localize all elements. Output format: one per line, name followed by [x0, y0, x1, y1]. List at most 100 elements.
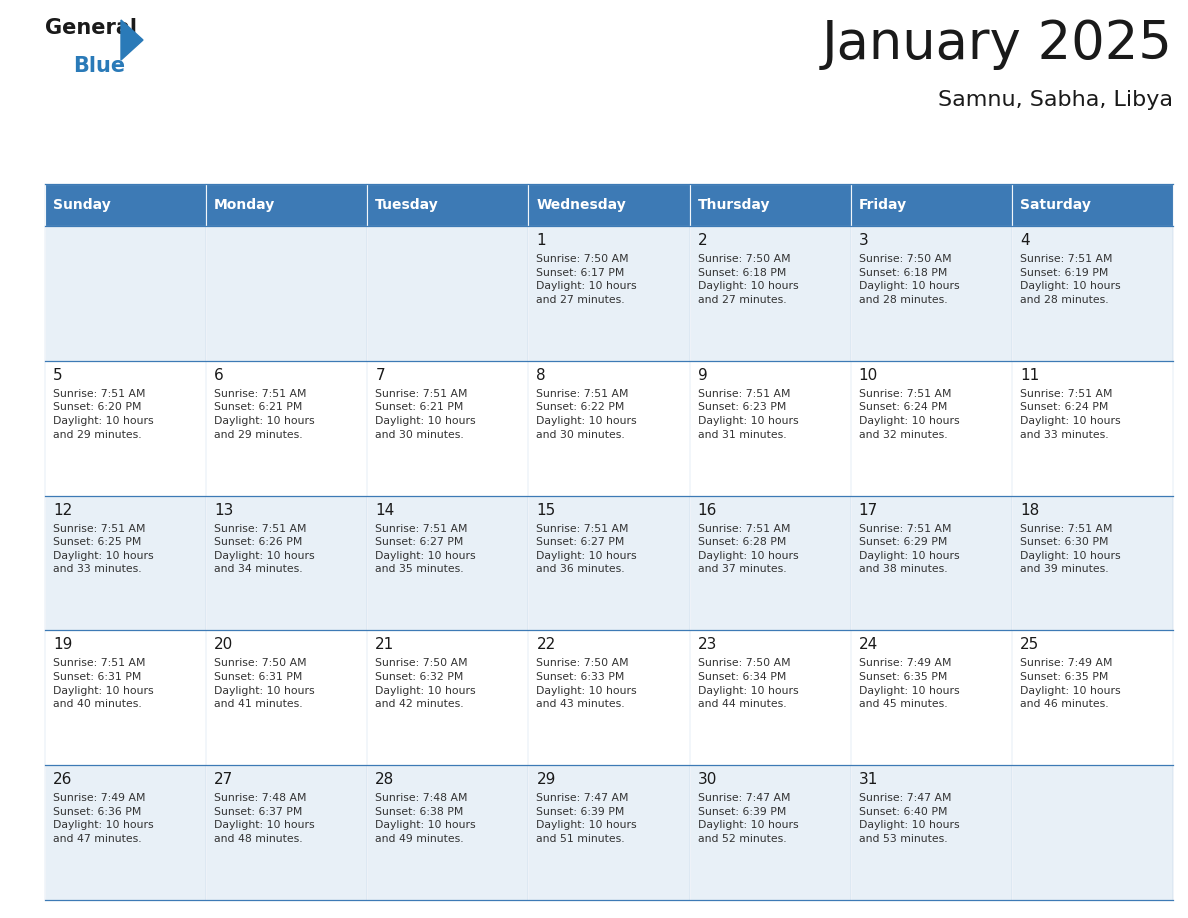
Bar [1012, 184, 1173, 226]
Bar [1012, 496, 1173, 631]
Bar [689, 184, 851, 226]
Text: Sunrise: 7:51 AM
Sunset: 6:20 PM
Daylight: 10 hours
and 29 minutes.: Sunrise: 7:51 AM Sunset: 6:20 PM Dayligh… [53, 388, 153, 440]
Text: Sunrise: 7:50 AM
Sunset: 6:18 PM
Daylight: 10 hours
and 28 minutes.: Sunrise: 7:50 AM Sunset: 6:18 PM Dayligh… [859, 254, 960, 305]
Bar [45, 226, 207, 361]
Text: General: General [45, 18, 137, 38]
Bar [45, 496, 207, 631]
Bar [529, 631, 689, 766]
Bar [367, 766, 529, 900]
Bar [529, 361, 689, 496]
Bar [689, 496, 851, 631]
Bar [851, 184, 1012, 226]
Bar [45, 184, 207, 226]
Text: Sunrise: 7:51 AM
Sunset: 6:19 PM
Daylight: 10 hours
and 28 minutes.: Sunrise: 7:51 AM Sunset: 6:19 PM Dayligh… [1019, 254, 1120, 305]
Bar [529, 496, 689, 631]
Text: 6: 6 [214, 368, 223, 383]
Text: 13: 13 [214, 502, 234, 518]
Bar [367, 631, 529, 766]
Text: Sunrise: 7:49 AM
Sunset: 6:35 PM
Daylight: 10 hours
and 45 minutes.: Sunrise: 7:49 AM Sunset: 6:35 PM Dayligh… [859, 658, 960, 710]
Bar [45, 631, 207, 766]
Text: 9: 9 [697, 368, 707, 383]
Text: Sunrise: 7:50 AM
Sunset: 6:31 PM
Daylight: 10 hours
and 41 minutes.: Sunrise: 7:50 AM Sunset: 6:31 PM Dayligh… [214, 658, 315, 710]
Text: Samnu, Sabha, Libya: Samnu, Sabha, Libya [939, 90, 1173, 110]
Text: Sunrise: 7:51 AM
Sunset: 6:21 PM
Daylight: 10 hours
and 30 minutes.: Sunrise: 7:51 AM Sunset: 6:21 PM Dayligh… [375, 388, 476, 440]
Bar [851, 631, 1012, 766]
Bar [367, 184, 529, 226]
Text: 29: 29 [537, 772, 556, 788]
Bar [207, 496, 367, 631]
Bar [689, 766, 851, 900]
Text: 11: 11 [1019, 368, 1040, 383]
Text: Sunrise: 7:51 AM
Sunset: 6:30 PM
Daylight: 10 hours
and 39 minutes.: Sunrise: 7:51 AM Sunset: 6:30 PM Dayligh… [1019, 523, 1120, 575]
Bar [207, 631, 367, 766]
Text: Sunrise: 7:51 AM
Sunset: 6:31 PM
Daylight: 10 hours
and 40 minutes.: Sunrise: 7:51 AM Sunset: 6:31 PM Dayligh… [53, 658, 153, 710]
Text: 18: 18 [1019, 502, 1040, 518]
Bar [45, 361, 207, 496]
Text: January 2025: January 2025 [822, 18, 1173, 70]
Text: 21: 21 [375, 637, 394, 653]
Text: 17: 17 [859, 502, 878, 518]
Text: 10: 10 [859, 368, 878, 383]
Text: Sunrise: 7:51 AM
Sunset: 6:27 PM
Daylight: 10 hours
and 36 minutes.: Sunrise: 7:51 AM Sunset: 6:27 PM Dayligh… [537, 523, 637, 575]
Text: 22: 22 [537, 637, 556, 653]
Text: Sunrise: 7:50 AM
Sunset: 6:18 PM
Daylight: 10 hours
and 27 minutes.: Sunrise: 7:50 AM Sunset: 6:18 PM Dayligh… [697, 254, 798, 305]
Polygon shape [121, 20, 143, 60]
Text: Wednesday: Wednesday [537, 198, 626, 212]
Bar [851, 496, 1012, 631]
Text: 25: 25 [1019, 637, 1040, 653]
Text: Sunrise: 7:51 AM
Sunset: 6:25 PM
Daylight: 10 hours
and 33 minutes.: Sunrise: 7:51 AM Sunset: 6:25 PM Dayligh… [53, 523, 153, 575]
Text: 16: 16 [697, 502, 716, 518]
Bar [367, 496, 529, 631]
Bar [851, 226, 1012, 361]
Text: Sunrise: 7:49 AM
Sunset: 6:36 PM
Daylight: 10 hours
and 47 minutes.: Sunrise: 7:49 AM Sunset: 6:36 PM Dayligh… [53, 793, 153, 844]
Text: 8: 8 [537, 368, 546, 383]
Text: 23: 23 [697, 637, 716, 653]
Bar [689, 631, 851, 766]
Text: 2: 2 [697, 233, 707, 248]
Text: 24: 24 [859, 637, 878, 653]
Bar [207, 226, 367, 361]
Bar [45, 766, 207, 900]
Text: Sunrise: 7:50 AM
Sunset: 6:32 PM
Daylight: 10 hours
and 42 minutes.: Sunrise: 7:50 AM Sunset: 6:32 PM Dayligh… [375, 658, 476, 710]
Bar [367, 226, 529, 361]
Bar [207, 361, 367, 496]
Text: Monday: Monday [214, 198, 276, 212]
Text: Sunrise: 7:51 AM
Sunset: 6:22 PM
Daylight: 10 hours
and 30 minutes.: Sunrise: 7:51 AM Sunset: 6:22 PM Dayligh… [537, 388, 637, 440]
Text: 28: 28 [375, 772, 394, 788]
Text: 20: 20 [214, 637, 233, 653]
Text: Friday: Friday [859, 198, 906, 212]
Text: Sunrise: 7:50 AM
Sunset: 6:34 PM
Daylight: 10 hours
and 44 minutes.: Sunrise: 7:50 AM Sunset: 6:34 PM Dayligh… [697, 658, 798, 710]
Text: Sunrise: 7:50 AM
Sunset: 6:33 PM
Daylight: 10 hours
and 43 minutes.: Sunrise: 7:50 AM Sunset: 6:33 PM Dayligh… [537, 658, 637, 710]
Text: Sunrise: 7:48 AM
Sunset: 6:37 PM
Daylight: 10 hours
and 48 minutes.: Sunrise: 7:48 AM Sunset: 6:37 PM Dayligh… [214, 793, 315, 844]
Bar [1012, 226, 1173, 361]
Text: Sunrise: 7:51 AM
Sunset: 6:21 PM
Daylight: 10 hours
and 29 minutes.: Sunrise: 7:51 AM Sunset: 6:21 PM Dayligh… [214, 388, 315, 440]
Text: Saturday: Saturday [1019, 198, 1091, 212]
Text: 1: 1 [537, 233, 546, 248]
Bar [207, 766, 367, 900]
Text: 30: 30 [697, 772, 716, 788]
Text: Sunrise: 7:47 AM
Sunset: 6:40 PM
Daylight: 10 hours
and 53 minutes.: Sunrise: 7:47 AM Sunset: 6:40 PM Dayligh… [859, 793, 960, 844]
Bar [851, 361, 1012, 496]
Bar [1012, 361, 1173, 496]
Bar [207, 184, 367, 226]
Bar [529, 184, 689, 226]
Bar [689, 226, 851, 361]
Text: 7: 7 [375, 368, 385, 383]
Text: Thursday: Thursday [697, 198, 770, 212]
Bar [529, 226, 689, 361]
Text: Sunrise: 7:50 AM
Sunset: 6:17 PM
Daylight: 10 hours
and 27 minutes.: Sunrise: 7:50 AM Sunset: 6:17 PM Dayligh… [537, 254, 637, 305]
Text: 31: 31 [859, 772, 878, 788]
Text: Sunrise: 7:51 AM
Sunset: 6:29 PM
Daylight: 10 hours
and 38 minutes.: Sunrise: 7:51 AM Sunset: 6:29 PM Dayligh… [859, 523, 960, 575]
Bar [689, 361, 851, 496]
Bar [529, 766, 689, 900]
Text: 5: 5 [53, 368, 63, 383]
Text: 4: 4 [1019, 233, 1030, 248]
Text: Sunrise: 7:51 AM
Sunset: 6:23 PM
Daylight: 10 hours
and 31 minutes.: Sunrise: 7:51 AM Sunset: 6:23 PM Dayligh… [697, 388, 798, 440]
Text: 15: 15 [537, 502, 556, 518]
Text: Sunrise: 7:51 AM
Sunset: 6:24 PM
Daylight: 10 hours
and 33 minutes.: Sunrise: 7:51 AM Sunset: 6:24 PM Dayligh… [1019, 388, 1120, 440]
Text: Sunday: Sunday [53, 198, 110, 212]
Text: 12: 12 [53, 502, 72, 518]
Text: Sunrise: 7:51 AM
Sunset: 6:27 PM
Daylight: 10 hours
and 35 minutes.: Sunrise: 7:51 AM Sunset: 6:27 PM Dayligh… [375, 523, 476, 575]
Bar [1012, 631, 1173, 766]
Text: Sunrise: 7:51 AM
Sunset: 6:24 PM
Daylight: 10 hours
and 32 minutes.: Sunrise: 7:51 AM Sunset: 6:24 PM Dayligh… [859, 388, 960, 440]
